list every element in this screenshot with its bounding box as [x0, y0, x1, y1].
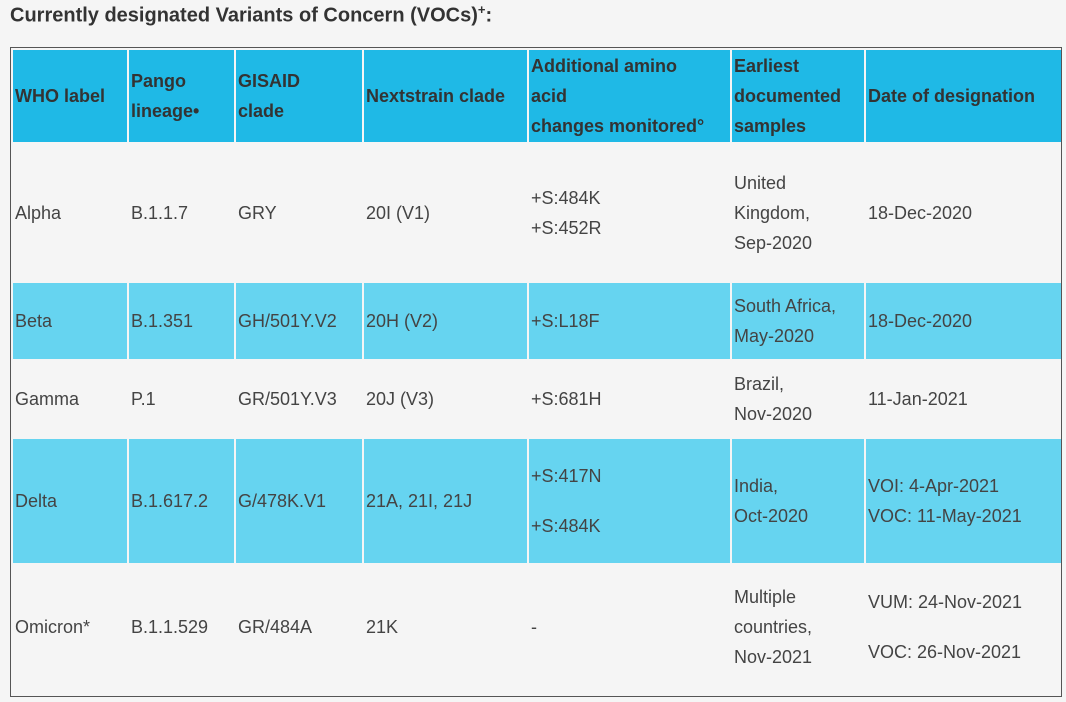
earliest-line: Nov-2021 — [734, 647, 813, 667]
earliest-line: Multiple — [734, 587, 797, 607]
cell-amino-acid-changes: +S:L18F — [529, 283, 730, 359]
cell-nextstrain-clade: 20I (V1) — [366, 202, 431, 223]
cell-nextstrain-clade: 21A, 21I, 21J — [364, 439, 527, 563]
cell-date-of-designation: 18-Dec-2020 — [866, 283, 1061, 359]
earliest-line: Oct-2020 — [734, 506, 809, 526]
date-line: VOC: 26-Nov-2021 — [868, 642, 1022, 662]
date-line: VUM: 24-Nov-2021 — [868, 592, 1023, 612]
cell-gisaid-clade: G/478K.V1 — [236, 439, 362, 563]
date-line: VOI: 4-Apr-2021 — [868, 476, 1000, 496]
cell-who-label: Omicron* — [15, 617, 91, 637]
cell-gisaid-clade: GRY — [238, 202, 277, 223]
header-line: Additional amino — [531, 56, 677, 76]
earliest-line: May-2020 — [734, 326, 815, 346]
cell-nextstrain-clade: 21K — [366, 617, 399, 637]
table-row: Beta B.1.351 GH/501Y.V2 20H (V2) +S:L18F… — [13, 283, 1061, 359]
header-line: WHO label — [15, 86, 106, 106]
cell-gisaid-clade: GR/501Y.V3 — [238, 389, 337, 409]
cell-amino-acid-changes: - — [529, 565, 730, 689]
cell-pango-lineage: B.1.1.7 — [131, 202, 189, 223]
header-line: samples — [734, 116, 807, 136]
earliest-line: Nov-2020 — [734, 404, 813, 424]
cell-date-of-designation: VUM: 24-Nov-2021 VOC: 26-Nov-2021 — [866, 565, 1061, 689]
header-line: clade — [238, 101, 285, 121]
earliest-line: Brazil, — [734, 374, 785, 394]
amino-line: +S:L18F — [531, 311, 600, 331]
header-gisaid-clade: GISAID clade — [236, 50, 362, 142]
earliest-line: India, — [734, 476, 779, 496]
voc-table-frame: WHO label Pango lineage• GISAID clade Ne… — [10, 47, 1062, 697]
cell-date-of-designation: 18-Dec-2020 — [866, 144, 1061, 281]
cell-amino-acid-changes: +S:681H — [529, 361, 730, 437]
cell-nextstrain-clade: 20J (V3) — [366, 389, 435, 409]
amino-line: +S:681H — [531, 389, 602, 409]
earliest-line: countries, — [734, 617, 813, 637]
cell-pango-lineage: P.1 — [131, 389, 156, 409]
date-line: 18-Dec-2020 — [868, 311, 973, 331]
title-text: Currently designated Variants of Concern… — [10, 4, 478, 27]
table-row: Alpha B.1.1.7 GRY 20I (V1) +S:484K +S:45… — [13, 144, 1061, 281]
title-suffix: : — [485, 4, 493, 27]
cell-amino-acid-changes: +S:417N +S:484K — [529, 439, 730, 563]
cell-date-of-designation: 11-Jan-2021 — [866, 361, 1061, 437]
cell-who-label: Beta — [13, 283, 127, 359]
cell-earliest-samples: India, Oct-2020 — [732, 439, 864, 563]
header-earliest-samples: Earliest documented samples — [732, 50, 864, 142]
cell-earliest-samples: United Kingdom, Sep-2020 — [732, 144, 864, 281]
header-line: Date of designation — [868, 86, 1036, 106]
cell-gisaid-clade: GH/501Y.V2 — [236, 283, 362, 359]
cell-amino-acid-changes: +S:484K +S:452R — [529, 144, 730, 281]
amino-line: +S:417N — [531, 466, 602, 486]
earliest-line: Kingdom, — [734, 202, 811, 223]
voc-table: WHO label Pango lineage• GISAID clade Ne… — [11, 48, 1063, 691]
table-header: WHO label Pango lineage• GISAID clade Ne… — [13, 50, 1061, 142]
cell-who-label: Gamma — [15, 389, 80, 409]
cell-pango-lineage: B.1.351 — [129, 283, 234, 359]
amino-line: +S:452R — [531, 217, 602, 238]
table-row: Delta B.1.617.2 G/478K.V1 21A, 21I, 21J … — [13, 439, 1061, 563]
cell-earliest-samples: South Africa, May-2020 — [732, 283, 864, 359]
cell-who-label: Alpha — [15, 202, 62, 223]
header-line: Earliest — [734, 56, 800, 76]
amino-line: - — [531, 617, 537, 637]
cell-earliest-samples: Brazil, Nov-2020 — [732, 361, 864, 437]
date-line: 18-Dec-2020 — [868, 202, 973, 223]
amino-line: +S:484K — [531, 516, 601, 536]
table-row: Gamma P.1 GR/501Y.V3 20J (V3) +S:681H Br… — [13, 361, 1061, 437]
header-nextstrain-clade: Nextstrain clade — [364, 50, 527, 142]
date-line: 11-Jan-2021 — [868, 389, 968, 409]
header-line: acid — [531, 86, 568, 106]
cell-who-label: Delta — [13, 439, 127, 563]
header-line: Pango — [131, 71, 187, 91]
table-row: Omicron* B.1.1.529 GR/484A 21K - Multipl… — [13, 565, 1061, 689]
earliest-line: United — [734, 172, 787, 193]
earliest-line: Sep-2020 — [734, 232, 813, 253]
earliest-line: South Africa, — [734, 296, 837, 316]
cell-pango-lineage: B.1.1.529 — [131, 617, 209, 637]
header-line: GISAID — [238, 71, 301, 91]
header-date-of-designation: Date of designation — [866, 50, 1061, 142]
header-line: Nextstrain clade — [366, 86, 506, 106]
header-row: WHO label Pango lineage• GISAID clade Ne… — [13, 50, 1061, 142]
header-line: lineage• — [131, 101, 200, 121]
header-who-label: WHO label — [13, 50, 127, 142]
header-line: documented — [734, 86, 842, 106]
header-amino-acid-changes: Additional amino acid changes monitored° — [529, 50, 730, 142]
header-line: changes monitored° — [531, 116, 705, 136]
table-body: Alpha B.1.1.7 GRY 20I (V1) +S:484K +S:45… — [13, 144, 1061, 689]
cell-gisaid-clade: GR/484A — [238, 617, 313, 637]
amino-line: +S:484K — [531, 187, 601, 208]
cell-date-of-designation: VOI: 4-Apr-2021 VOC: 11-May-2021 — [866, 439, 1061, 563]
cell-pango-lineage: B.1.617.2 — [129, 439, 234, 563]
header-pango-lineage: Pango lineage• — [129, 50, 234, 142]
cell-nextstrain-clade: 20H (V2) — [364, 283, 527, 359]
title-superscript: + — [477, 2, 486, 17]
page-title: Currently designated Variants of Concern… — [10, 2, 492, 28]
cell-earliest-samples: Multiple countries, Nov-2021 — [732, 565, 864, 689]
date-line: VOC: 11-May-2021 — [868, 506, 1022, 526]
